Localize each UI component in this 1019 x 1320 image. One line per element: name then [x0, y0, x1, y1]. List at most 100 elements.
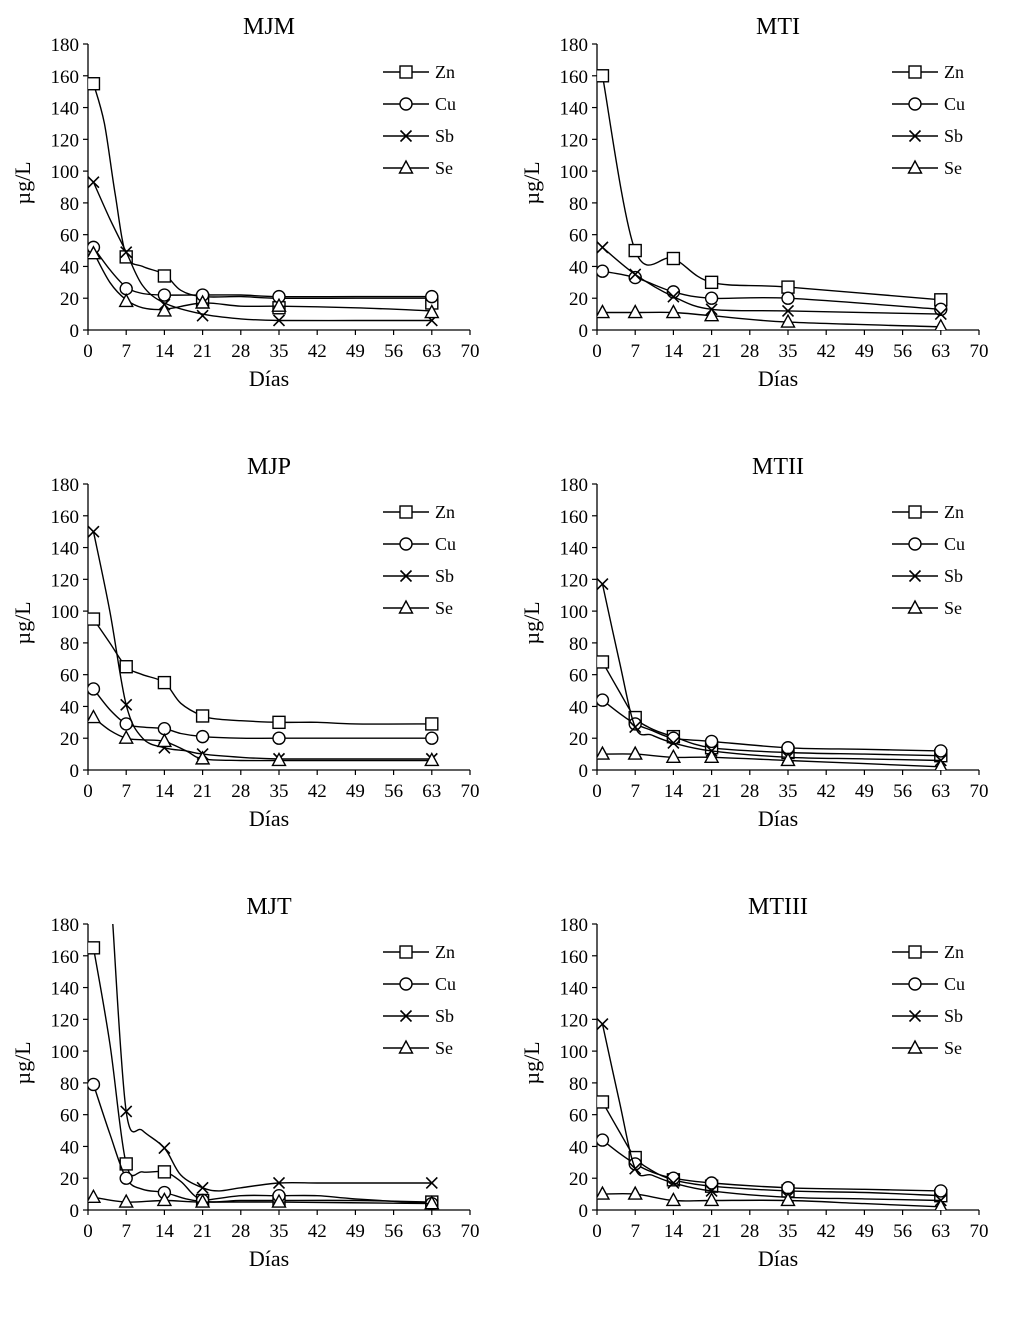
series-line-cu	[602, 1139, 941, 1192]
y-tick-label: 140	[560, 979, 589, 1000]
data-point-sb	[272, 314, 286, 327]
data-point-se	[156, 732, 173, 748]
legend-label-zn: Zn	[944, 502, 964, 522]
series-sb	[112, 924, 438, 1194]
x-tick-label: 63	[422, 781, 441, 802]
x-tick-label: 7	[121, 1221, 131, 1242]
data-point-cu	[272, 731, 286, 745]
y-tick-label: 140	[560, 539, 589, 560]
data-point-cu	[628, 270, 642, 285]
chart-panel-mtiii: MTIII 0 20 40 60 80 100 120 140 160 180 0 7 14 21 28 35 4…	[509, 880, 1018, 1320]
series-line-se	[602, 311, 941, 328]
y-axis-label: µg/L	[10, 1041, 35, 1084]
y-tick-label: 140	[51, 539, 80, 560]
legend-marker-sb	[399, 1009, 413, 1023]
series-sb	[597, 241, 947, 321]
y-tick-label: 40	[569, 257, 588, 278]
data-point-sb	[597, 1018, 609, 1031]
legend: Zn Cu Sb Se	[383, 942, 456, 1058]
data-point-se	[934, 318, 948, 330]
y-tick-label: 120	[560, 570, 589, 591]
data-point-sb	[705, 1184, 718, 1197]
data-point-se	[627, 745, 643, 760]
legend-marker-se	[398, 599, 414, 614]
x-tick-label: 21	[702, 1221, 721, 1242]
y-axis-label: µg/L	[519, 161, 544, 204]
y-axis-label: µg/L	[10, 601, 35, 644]
y-tick-label: 0	[579, 1201, 589, 1222]
x-tick-label: 49	[346, 781, 365, 802]
y-tick-label: 100	[51, 1042, 80, 1063]
data-point-se	[703, 748, 720, 763]
y-tick-label: 120	[51, 570, 80, 591]
x-tick-label: 49	[346, 341, 365, 362]
data-point-zn	[88, 612, 101, 626]
y-tick-label: 20	[569, 729, 588, 750]
data-point-sb	[597, 578, 609, 591]
x-tick-label: 49	[855, 1221, 874, 1242]
data-point-sb	[88, 176, 100, 189]
legend: Zn Cu Sb Se	[383, 62, 456, 178]
x-tick-label: 56	[893, 341, 912, 362]
legend-marker-cu	[908, 97, 922, 111]
series-line-zn	[92, 618, 432, 725]
data-point-zn	[157, 675, 172, 690]
data-point-zn	[704, 275, 719, 290]
data-point-sb	[196, 309, 209, 322]
data-point-zn	[597, 69, 610, 83]
series-line-se	[92, 251, 432, 312]
legend: Zn Cu Sb Se	[892, 942, 965, 1058]
chart-svg-mjt: MJT 0 20 40 60 80 100 120 140 160 180 0 7 14 21 28 35 42 4…	[10, 894, 480, 1271]
x-tick-label: 28	[740, 781, 759, 802]
chart-svg-mjm: MJM 0 20 40 60 80 100 120 140 160 180 0 7 14 21 28 35 42 4…	[10, 14, 480, 391]
x-tick-label: 70	[970, 341, 989, 362]
y-tick-label: 140	[560, 99, 589, 120]
legend-marker-zn	[399, 505, 413, 519]
series-se	[597, 304, 948, 330]
y-tick-label: 40	[60, 697, 79, 718]
y-tick-label: 180	[560, 915, 589, 936]
data-point-se	[780, 751, 796, 767]
legend-label-se: Se	[944, 1038, 962, 1058]
data-point-zn	[119, 660, 133, 674]
x-tick-label: 49	[346, 1221, 365, 1242]
x-tick-label: 63	[931, 781, 950, 802]
series-line-se	[602, 1192, 941, 1208]
x-tick-label: 14	[664, 341, 684, 362]
y-tick-label: 180	[560, 475, 589, 496]
legend-label-zn: Zn	[944, 942, 964, 962]
x-tick-label: 14	[155, 1221, 175, 1242]
x-tick-label: 21	[193, 341, 212, 362]
data-point-cu	[934, 1184, 948, 1198]
legend-label-sb: Sb	[435, 1006, 454, 1026]
legend-marker-cu	[399, 537, 413, 551]
series-zn	[597, 1095, 948, 1203]
y-tick-label: 140	[51, 979, 80, 1000]
data-point-sb	[120, 246, 133, 259]
y-tick-label: 100	[51, 602, 80, 623]
legend-label-cu: Cu	[435, 534, 456, 554]
y-tick-label: 160	[560, 67, 589, 88]
x-axis-label: Días	[758, 1246, 798, 1271]
x-tick-label: 42	[817, 341, 836, 362]
series-line-cu	[92, 1084, 432, 1205]
series-line-sb	[112, 924, 432, 1192]
data-point-cu	[934, 744, 948, 758]
data-point-cu	[425, 731, 439, 745]
legend-label-zn: Zn	[435, 62, 455, 82]
series-se	[597, 1185, 948, 1210]
x-tick-label: 35	[270, 1221, 289, 1242]
data-point-zn	[597, 1095, 610, 1109]
data-point-sb	[781, 304, 795, 317]
x-axis-label: Días	[249, 366, 289, 391]
data-point-zn	[195, 709, 210, 723]
data-point-cu	[119, 1171, 133, 1185]
x-tick-label: 70	[461, 1221, 480, 1242]
x-tick-label: 0	[83, 781, 93, 802]
y-tick-label: 80	[569, 1074, 588, 1095]
legend-label-sb: Sb	[435, 566, 454, 586]
x-tick-label: 21	[193, 1221, 212, 1242]
series-line-cu	[602, 270, 941, 310]
y-tick-label: 40	[60, 1137, 79, 1158]
x-tick-label: 42	[308, 781, 327, 802]
